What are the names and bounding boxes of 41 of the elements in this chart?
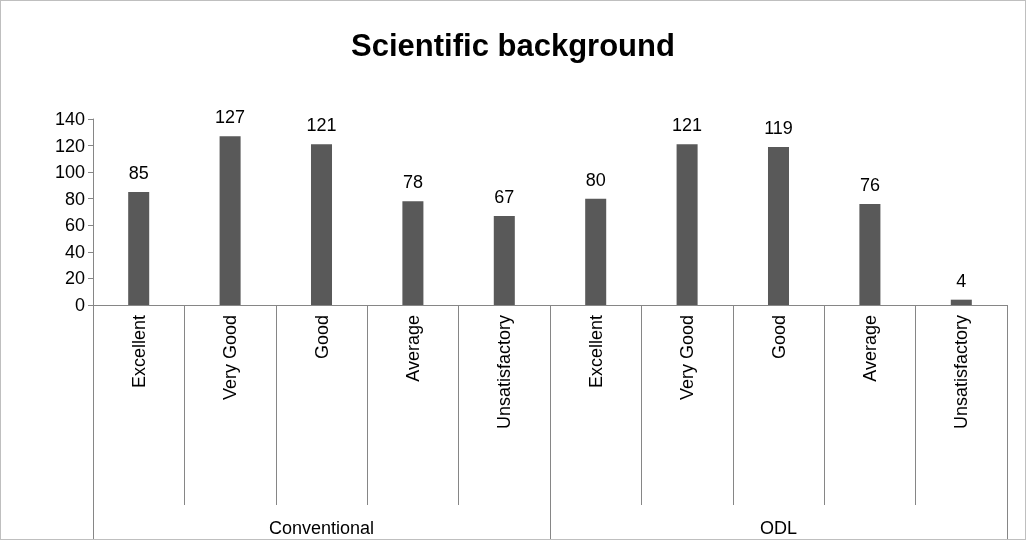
y-tick-label: 120: [54, 135, 85, 156]
data-label: 78: [402, 172, 423, 193]
x-tick-label: Excellent: [128, 315, 149, 389]
y-tick-label: 140: [54, 109, 85, 129]
data-label: 121: [672, 115, 703, 136]
bar: [128, 192, 150, 305]
data-label: 85: [128, 163, 149, 184]
y-tick-label: 20: [64, 268, 85, 289]
x-tick-label: Average: [402, 315, 423, 382]
y-tick-label: 100: [54, 162, 85, 183]
bar: [950, 299, 972, 305]
y-tick-label: 80: [64, 188, 85, 209]
x-tick-label: Very Good: [677, 315, 698, 401]
bar: [493, 215, 515, 305]
y-tick-label: 40: [64, 241, 85, 262]
bar: [402, 201, 424, 305]
data-label: 121: [306, 115, 337, 136]
y-tick-label: 60: [64, 215, 85, 236]
x-tick-label: Unsatisfactory: [494, 315, 515, 430]
data-label: 67: [494, 186, 515, 207]
x-tick-label: Unsatisfactory: [951, 315, 972, 430]
data-label: 76: [859, 175, 880, 196]
x-tick-label: Average: [859, 315, 880, 382]
text: ODL: [759, 518, 798, 538]
x-tick-label: Good: [311, 315, 332, 360]
data-label: 119: [764, 117, 793, 138]
bar: [859, 204, 881, 305]
x-tick-label: Very Good: [220, 315, 241, 401]
bar: [310, 144, 333, 305]
x-tick-label: Good: [768, 315, 789, 360]
y-tick-label: 0: [74, 295, 85, 315]
bar: [676, 144, 698, 305]
data-label: 4: [956, 270, 967, 291]
x-tick-label: Excellent: [585, 315, 606, 389]
text: Conventional: [268, 518, 375, 538]
data-label: 80: [585, 169, 606, 190]
data-label: 127: [215, 107, 246, 128]
bar: [219, 136, 241, 305]
bar: [767, 146, 790, 305]
bar: [585, 198, 607, 305]
chart-title: Scientific background: [351, 28, 675, 63]
